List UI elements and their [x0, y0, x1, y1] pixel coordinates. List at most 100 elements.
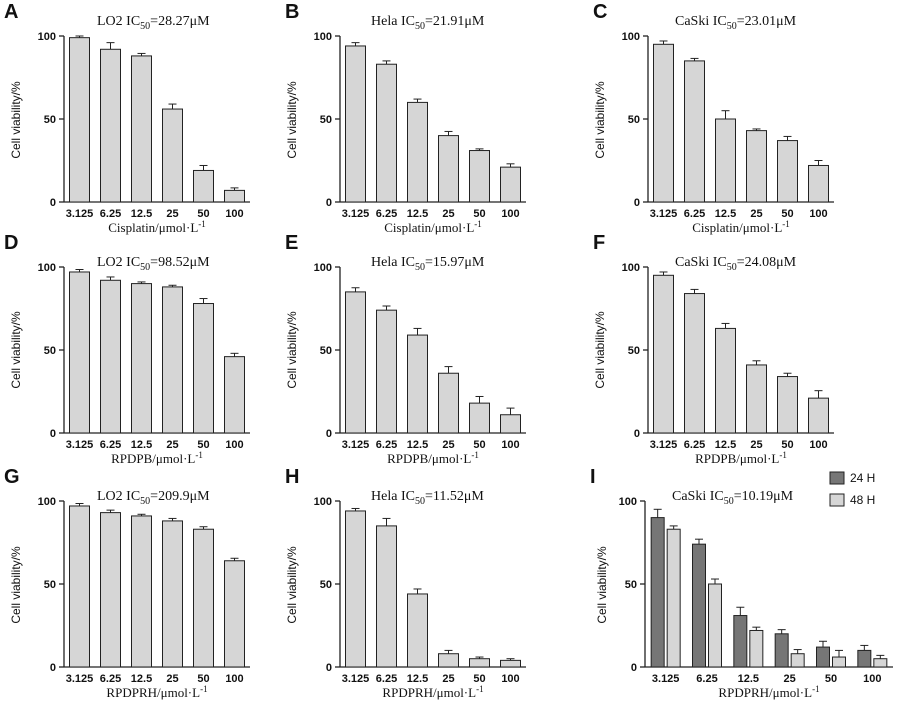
- x-axis-label-superscript: -1: [198, 219, 206, 229]
- y-tick-label: 0: [631, 662, 637, 674]
- x-axis-label: Cisplatin/μmol·L-1: [692, 219, 790, 235]
- cell-line-name: LO2: [97, 489, 126, 504]
- x-tick-label: 3.125: [66, 208, 94, 220]
- ic50-value: =11.52μM: [425, 489, 484, 504]
- ic50-subscript: 50: [724, 496, 734, 507]
- x-tick-label: 6.25: [100, 673, 121, 685]
- ic50-label: IC: [401, 489, 415, 504]
- x-tick-label: 3.125: [652, 673, 680, 685]
- bar: [749, 629, 764, 668]
- x-axis-label: RPDPB/μmol·L-1: [111, 450, 203, 466]
- cell-line-name: CaSki: [675, 255, 713, 270]
- x-axis-label-text: RPDPB/μmol·L: [387, 451, 471, 466]
- ic50-label: IC: [710, 489, 724, 504]
- x-tick-label: 12.5: [715, 208, 736, 220]
- x-tick-label: 12.5: [407, 673, 428, 685]
- bar: [733, 615, 748, 668]
- x-tick-label: 100: [809, 208, 827, 220]
- x-axis-label-superscript: -1: [471, 450, 479, 460]
- panel-title: CaSki IC50=23.01μM: [675, 14, 797, 32]
- bar: [746, 130, 767, 203]
- x-tick-label: 50: [197, 439, 209, 451]
- y-tick-label: 50: [628, 114, 640, 126]
- bar: [777, 140, 798, 203]
- bar: [345, 291, 366, 434]
- bar: [808, 164, 829, 203]
- x-tick-label: 50: [825, 673, 837, 685]
- x-tick-label: 25: [750, 208, 762, 220]
- panel-letter: C: [593, 1, 607, 23]
- bar: [857, 649, 872, 668]
- panel-title: CaSki IC50=10.19μM: [672, 489, 794, 507]
- y-axis-label: Cell viability/%: [593, 311, 607, 389]
- ic50-value: =98.52μM: [150, 255, 210, 270]
- panel-letter: A: [4, 1, 18, 23]
- x-axis-label: RPDPRH/μmol·L-1: [106, 684, 207, 700]
- legend-label: 48 H: [850, 493, 875, 507]
- ic50-label: IC: [401, 14, 415, 29]
- x-axis-label-text: Cisplatin/μmol·L: [384, 220, 474, 235]
- x-tick-label: 25: [442, 208, 454, 220]
- x-axis-label: RPDPB/μmol·L-1: [387, 450, 479, 466]
- bar: [131, 55, 152, 203]
- bar: [708, 583, 722, 668]
- y-tick-label: 50: [44, 345, 56, 357]
- bar: [69, 271, 90, 434]
- bar: [69, 505, 90, 668]
- y-tick-label: 100: [619, 496, 637, 508]
- bar: [500, 166, 521, 203]
- x-tick-label: 50: [473, 673, 485, 685]
- y-tick-label: 50: [320, 345, 332, 357]
- x-tick-label: 50: [473, 208, 485, 220]
- y-tick-label: 100: [314, 31, 332, 43]
- y-tick-label: 0: [326, 428, 332, 440]
- x-axis-label-superscript: -1: [200, 684, 208, 694]
- x-tick-label: 100: [863, 673, 881, 685]
- panel-title: Hela IC50=11.52μM: [371, 489, 484, 507]
- x-tick-label: 12.5: [131, 208, 152, 220]
- x-tick-label: 3.125: [342, 208, 370, 220]
- x-tick-label: 6.25: [696, 673, 717, 685]
- y-tick-label: 50: [320, 114, 332, 126]
- y-tick-label: 100: [38, 496, 56, 508]
- x-axis-label: Cisplatin/μmol·L-1: [384, 219, 482, 235]
- x-tick-label: 100: [225, 208, 243, 220]
- y-axis-label: Cell viability/%: [595, 546, 609, 624]
- y-axis-label: Cell viability/%: [9, 81, 23, 159]
- x-tick-label: 12.5: [715, 439, 736, 451]
- y-tick-label: 100: [38, 262, 56, 274]
- x-axis-label: RPDPRH/μmol·L-1: [382, 684, 483, 700]
- x-axis-label-superscript: -1: [779, 450, 787, 460]
- bar: [100, 512, 121, 668]
- x-tick-label: 50: [197, 673, 209, 685]
- bar: [193, 303, 214, 434]
- bar: [653, 274, 674, 434]
- x-tick-label: 12.5: [131, 439, 152, 451]
- ic50-subscript: 50: [415, 262, 425, 273]
- panel-letter: D: [4, 232, 18, 254]
- bar: [469, 658, 490, 668]
- x-tick-label: 3.125: [66, 673, 94, 685]
- bar: [193, 169, 214, 203]
- bar: [376, 309, 397, 434]
- x-tick-label: 3.125: [66, 439, 94, 451]
- x-axis-label-superscript: -1: [195, 450, 203, 460]
- bar: [790, 653, 805, 668]
- bar: [684, 293, 705, 434]
- x-tick-label: 25: [166, 439, 178, 451]
- ic50-subscript: 50: [727, 21, 737, 32]
- x-axis-label-superscript: -1: [474, 219, 482, 229]
- bar: [345, 510, 366, 668]
- x-tick-label: 100: [225, 439, 243, 451]
- y-tick-label: 50: [44, 114, 56, 126]
- bar: [469, 150, 490, 203]
- bar: [746, 364, 767, 434]
- panel-title: CaSki IC50=24.08μM: [675, 255, 797, 273]
- ic50-subscript: 50: [140, 262, 150, 273]
- ic50-subscript: 50: [140, 496, 150, 507]
- bar: [407, 334, 428, 434]
- x-tick-label: 3.125: [342, 439, 370, 451]
